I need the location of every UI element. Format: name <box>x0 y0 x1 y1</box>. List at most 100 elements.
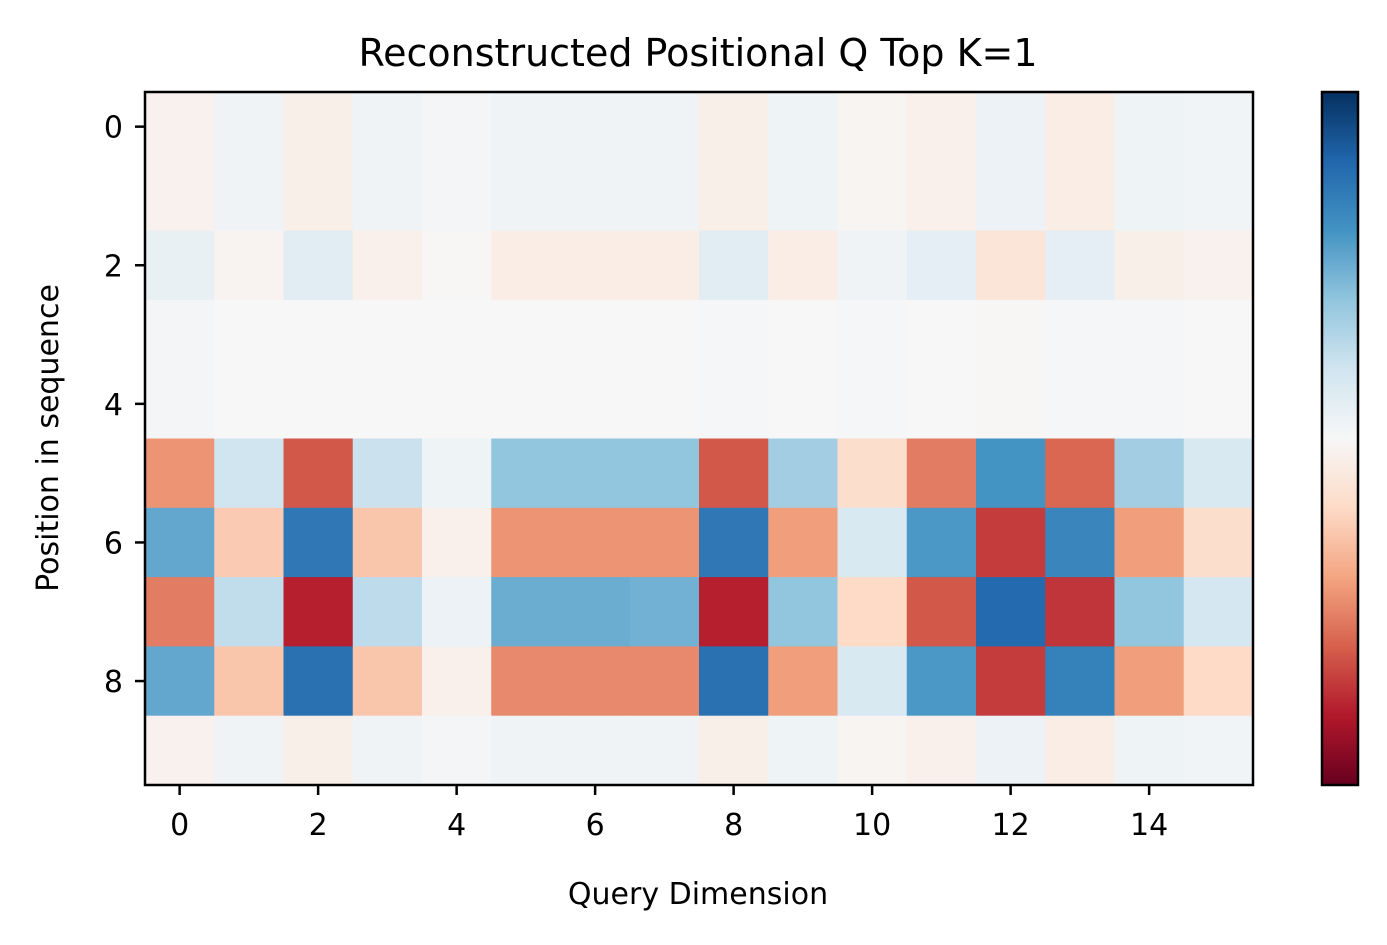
heatmap-cell <box>491 369 562 440</box>
heatmap-cell <box>906 715 977 786</box>
heatmap-cell <box>145 92 215 162</box>
heatmap-cell <box>560 438 631 509</box>
heatmap-cell <box>768 507 839 578</box>
heatmap-cell <box>352 92 423 162</box>
heatmap-cell <box>214 507 285 578</box>
heatmap-cell <box>214 299 285 370</box>
heatmap-cell <box>768 92 839 162</box>
heatmap-cell <box>906 646 977 717</box>
heatmap-cell <box>629 369 700 440</box>
heatmap-cell <box>1183 577 1254 647</box>
heatmap-cell <box>560 161 631 232</box>
x-tick-label: 0 <box>170 808 189 843</box>
heatmap-cell <box>214 438 285 509</box>
heatmap-cell <box>283 92 354 162</box>
heatmap-cell <box>214 230 285 301</box>
heatmap-cell <box>906 577 977 647</box>
heatmap-cell <box>560 646 631 717</box>
heatmap-cell <box>352 230 423 301</box>
heatmap-cell <box>629 646 700 717</box>
x-tick-label: 4 <box>447 808 466 843</box>
heatmap-cell <box>906 369 977 440</box>
heatmap-cell <box>560 230 631 301</box>
heatmap-cell <box>906 299 977 370</box>
heatmap-cell <box>283 369 354 440</box>
heatmap-cell <box>560 577 631 647</box>
heatmap-cell <box>1114 161 1185 232</box>
heatmap-cell <box>699 577 769 647</box>
x-tick-label: 2 <box>309 808 328 843</box>
heatmap-cell <box>629 715 700 786</box>
heatmap-cell <box>145 507 215 578</box>
heatmap-cell <box>422 161 492 232</box>
x-axis-ticks: 0 2 4 6 8 10 12 14 <box>170 785 1168 843</box>
heatmap-cell <box>1183 369 1254 440</box>
heatmap-cell <box>1114 646 1185 717</box>
heatmap-cell <box>491 577 562 647</box>
heatmap-cell <box>768 369 839 440</box>
heatmap-cell <box>1183 92 1254 162</box>
heatmap-cell <box>699 161 769 232</box>
y-tick-label: 2 <box>104 249 123 284</box>
heatmap-cell <box>352 507 423 578</box>
heatmap-cell <box>145 577 215 647</box>
heatmap-cell <box>837 369 908 440</box>
heatmap-cell <box>1045 577 1116 647</box>
heatmap-cell <box>283 161 354 232</box>
heatmap-cell <box>976 646 1046 717</box>
heatmap-cell <box>422 230 492 301</box>
heatmap-cell <box>1183 646 1254 717</box>
heatmap-cell <box>283 299 354 370</box>
heatmap-cell <box>837 92 908 162</box>
heatmap-cell <box>560 369 631 440</box>
heatmap-cell <box>699 230 769 301</box>
heatmap-cell <box>1045 715 1116 786</box>
heatmap-cell <box>837 646 908 717</box>
heatmap-cells <box>145 92 1254 786</box>
heatmap-cell <box>1183 715 1254 786</box>
heatmap-cell <box>352 299 423 370</box>
heatmap-cell <box>837 507 908 578</box>
heatmap-cell <box>976 369 1046 440</box>
y-axis-ticks: 0 2 4 6 8 <box>104 111 145 700</box>
y-tick-label: 8 <box>104 665 123 700</box>
heatmap-cell <box>976 577 1046 647</box>
heatmap-cell <box>976 438 1046 509</box>
heatmap-cell <box>283 438 354 509</box>
heatmap-cell <box>1114 438 1185 509</box>
x-tick-label: 14 <box>1130 808 1168 843</box>
y-tick-label: 6 <box>104 526 123 561</box>
heatmap-cell <box>768 646 839 717</box>
heatmap-cell <box>422 299 492 370</box>
heatmap-cell <box>699 715 769 786</box>
heatmap-cell <box>214 715 285 786</box>
heatmap-cell <box>699 507 769 578</box>
heatmap-cell <box>976 299 1046 370</box>
heatmap-cell <box>699 299 769 370</box>
heatmap-cell <box>976 507 1046 578</box>
heatmap-cell <box>906 230 977 301</box>
heatmap-cell <box>560 92 631 162</box>
x-tick-label: 12 <box>992 808 1030 843</box>
heatmap-cell <box>1114 299 1185 370</box>
heatmap-cell <box>491 646 562 717</box>
heatmap-cell <box>699 438 769 509</box>
heatmap-cell <box>422 507 492 578</box>
heatmap-cell <box>837 577 908 647</box>
heatmap-cell <box>1183 230 1254 301</box>
heatmap-cell <box>1114 92 1185 162</box>
heatmap-cell <box>352 646 423 717</box>
heatmap-cell <box>422 577 492 647</box>
heatmap-cell <box>1045 646 1116 717</box>
heatmap-cell <box>145 715 215 786</box>
heatmap-cell <box>976 161 1046 232</box>
heatmap-cell <box>629 507 700 578</box>
heatmap-cell <box>1183 438 1254 509</box>
heatmap-cell <box>629 230 700 301</box>
heatmap-cell <box>768 715 839 786</box>
heatmap-cell <box>1114 507 1185 578</box>
heatmap-cell <box>283 646 354 717</box>
heatmap-cell <box>1183 507 1254 578</box>
